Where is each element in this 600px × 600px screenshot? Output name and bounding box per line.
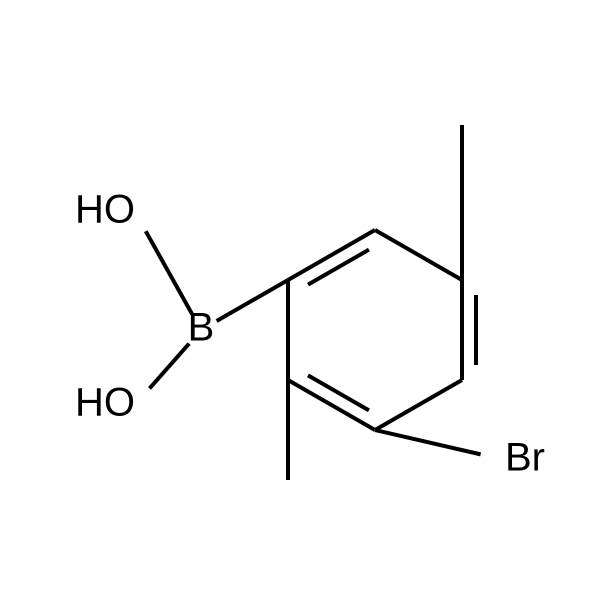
atom-label-o1: HO xyxy=(75,188,135,232)
atom-label-o2: HO xyxy=(75,381,135,425)
atom-label-br: Br xyxy=(505,436,545,480)
atom-label-b: B xyxy=(188,306,215,350)
molecule-diagram: Br B HO HO xyxy=(0,0,600,600)
